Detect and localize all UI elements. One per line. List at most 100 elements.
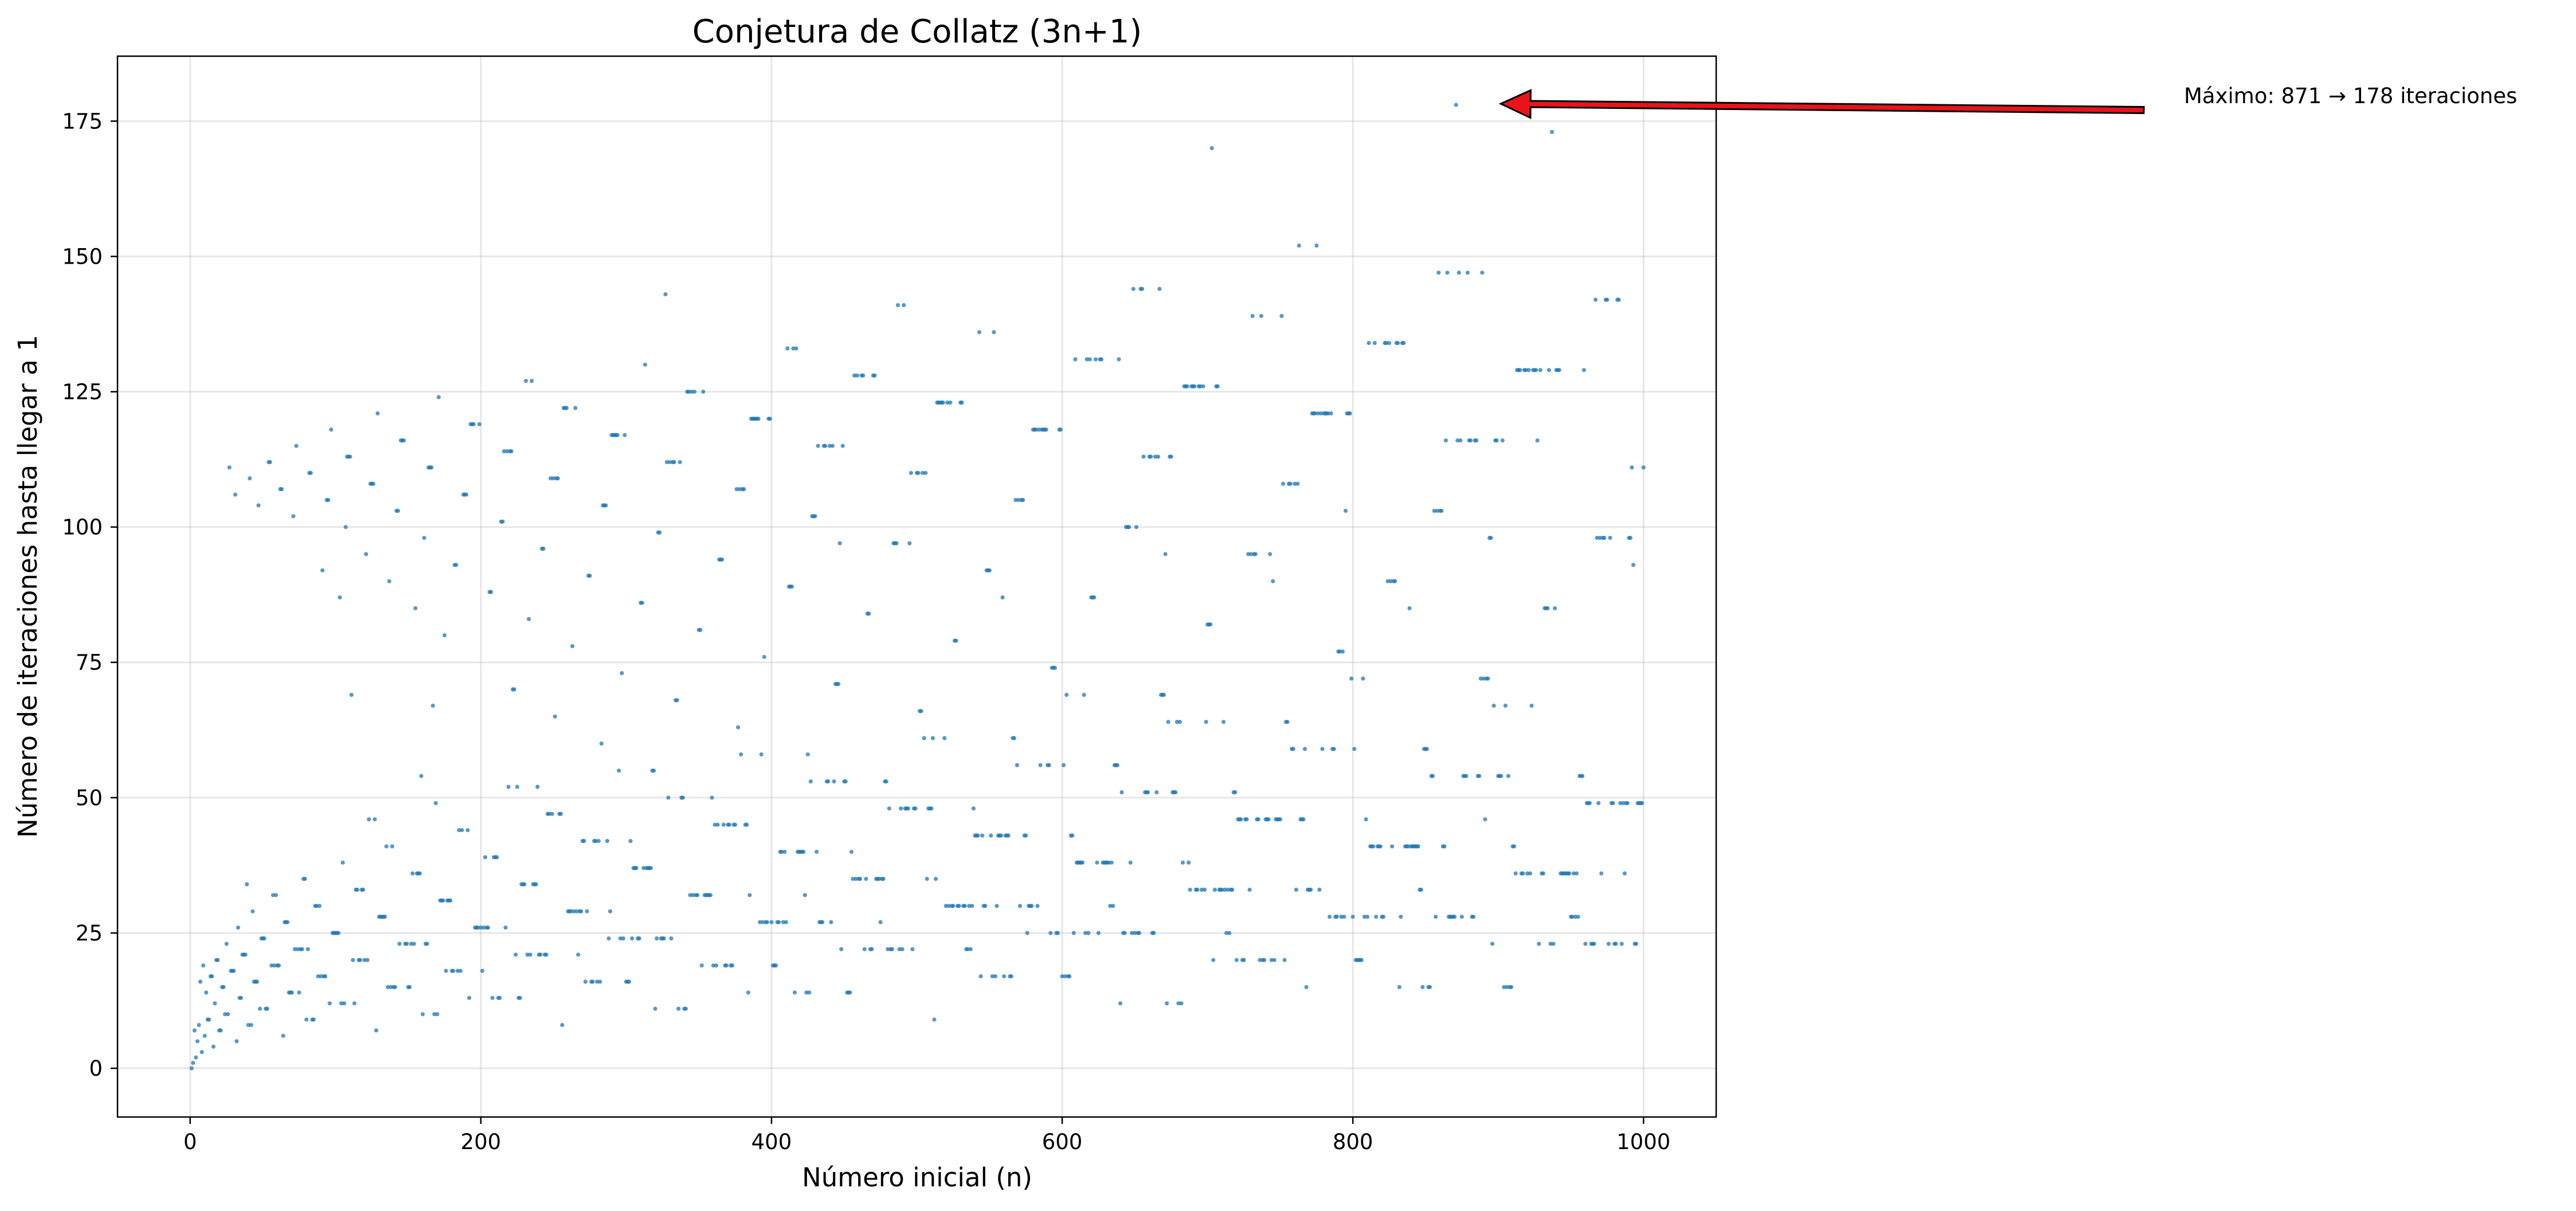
data-point xyxy=(512,687,516,692)
data-point xyxy=(929,806,934,811)
data-point xyxy=(420,1012,425,1017)
data-point xyxy=(701,389,706,394)
data-point xyxy=(1024,833,1028,838)
data-point xyxy=(1226,887,1230,892)
data-point xyxy=(837,541,842,546)
data-point xyxy=(1361,676,1365,681)
data-point xyxy=(1122,931,1127,935)
data-point xyxy=(1583,942,1588,946)
data-point xyxy=(1220,887,1224,892)
data-point xyxy=(727,822,731,827)
data-point xyxy=(1033,428,1038,432)
data-point xyxy=(503,925,508,930)
data-point xyxy=(804,990,809,995)
data-point xyxy=(1208,622,1213,627)
data-point xyxy=(1166,720,1170,724)
data-point xyxy=(1149,454,1153,459)
data-point xyxy=(1017,904,1023,908)
data-point xyxy=(1509,985,1514,989)
data-point xyxy=(576,953,581,957)
data-point xyxy=(236,925,240,930)
data-point xyxy=(663,292,668,297)
data-point xyxy=(1385,579,1390,583)
data-point xyxy=(1080,860,1085,865)
data-point xyxy=(460,828,464,833)
data-point xyxy=(1247,887,1252,892)
data-point xyxy=(1279,313,1284,318)
data-point xyxy=(1048,931,1053,935)
data-point xyxy=(1313,411,1317,416)
y-tick-label: 175 xyxy=(62,109,103,134)
data-point xyxy=(1455,438,1460,443)
data-point xyxy=(326,497,331,503)
data-point xyxy=(582,838,586,843)
data-point xyxy=(1115,763,1119,767)
data-point xyxy=(667,460,672,464)
data-point xyxy=(1381,915,1385,919)
data-point xyxy=(265,1006,269,1011)
data-point xyxy=(897,947,902,951)
data-point xyxy=(1234,958,1239,962)
data-point xyxy=(339,1001,344,1006)
data-point xyxy=(661,936,666,940)
data-point xyxy=(273,893,278,898)
data-point xyxy=(570,644,575,648)
data-point xyxy=(1401,340,1406,346)
y-axis-label: Número de iteraciones hasta llegar a 1 xyxy=(13,335,43,837)
data-point xyxy=(1038,763,1043,767)
data-point xyxy=(801,849,806,854)
data-point xyxy=(895,303,901,308)
data-point xyxy=(386,985,390,989)
data-point xyxy=(1594,297,1598,302)
data-point xyxy=(621,936,625,940)
data-point xyxy=(195,1039,200,1044)
data-point xyxy=(742,487,746,492)
data-point xyxy=(1131,287,1136,291)
data-point xyxy=(479,925,483,930)
data-point xyxy=(1419,887,1423,892)
data-point xyxy=(1294,887,1298,892)
data-point xyxy=(1454,103,1458,107)
data-point xyxy=(1293,481,1297,486)
data-point xyxy=(1067,974,1072,979)
data-point xyxy=(643,362,647,367)
data-point xyxy=(967,904,972,908)
data-point xyxy=(1199,887,1204,892)
x-tick-label: 600 xyxy=(1042,1130,1083,1154)
data-point xyxy=(1021,497,1025,503)
data-point xyxy=(1608,535,1612,540)
data-point xyxy=(549,476,553,481)
data-point xyxy=(1371,844,1376,849)
plot-frame xyxy=(116,55,1717,1118)
data-point xyxy=(862,947,867,951)
data-point xyxy=(528,953,533,957)
data-point xyxy=(522,882,527,887)
data-point xyxy=(976,833,980,838)
y-tick-label: 150 xyxy=(62,244,103,269)
data-point xyxy=(852,373,857,378)
x-tick-label: 1000 xyxy=(1616,1130,1670,1154)
data-point xyxy=(1553,606,1557,610)
data-point xyxy=(595,979,600,984)
data-point xyxy=(583,979,588,984)
data-point xyxy=(1611,801,1615,805)
data-point xyxy=(854,876,858,881)
data-point xyxy=(794,346,798,351)
data-point xyxy=(829,920,833,924)
data-point xyxy=(192,1028,197,1033)
data-point xyxy=(216,958,220,962)
data-point xyxy=(234,1039,239,1044)
data-point xyxy=(362,958,367,962)
data-point xyxy=(257,1006,263,1011)
data-point xyxy=(197,1022,201,1028)
data-point xyxy=(1320,747,1325,751)
data-point xyxy=(1328,915,1332,919)
data-point xyxy=(506,785,511,789)
data-point xyxy=(1468,438,1473,443)
data-point xyxy=(382,915,387,919)
data-point xyxy=(987,568,992,573)
data-point xyxy=(851,876,855,881)
data-point xyxy=(781,920,785,924)
data-point xyxy=(1085,357,1089,362)
data-point xyxy=(1000,595,1005,599)
